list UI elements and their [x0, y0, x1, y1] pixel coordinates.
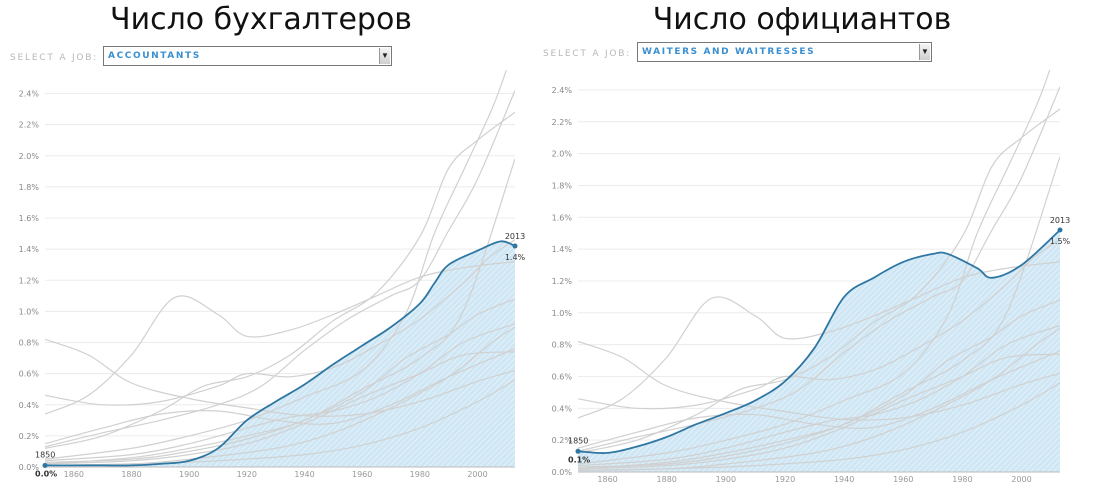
other-occupations	[578, 70, 1060, 471]
other-occupation-line	[45, 111, 515, 449]
y-tick-label: 1.8%	[19, 183, 40, 192]
highlight-line	[577, 229, 1061, 454]
x-tick-label: 2000	[1011, 475, 1031, 484]
other-occupation-line	[578, 353, 1060, 470]
y-tick-label: 2.4%	[19, 90, 40, 99]
y-tick-label: 0.6%	[552, 372, 573, 381]
y-tick-label: 0.0%	[552, 468, 573, 477]
y-tick-label: 1.2%	[552, 277, 573, 286]
y-tick-label: 1.2%	[19, 276, 40, 285]
job-select-value: WAITERS AND WAITRESSES	[642, 47, 816, 57]
accountants-panel: Число бухгалтеров SELECT A JOB: ACCOUNTA…	[5, 0, 545, 500]
x-tick-label: 1900	[179, 470, 199, 479]
x-tick-label: 1880	[121, 470, 141, 479]
x-tick-label: 1900	[716, 475, 736, 484]
x-tick-label: 1940	[834, 475, 854, 484]
select-job-label: SELECT A JOB:	[10, 53, 99, 63]
end-year-label: 2013	[1050, 216, 1070, 225]
x-tick-label: 1960	[893, 475, 913, 484]
other-occupations	[45, 70, 515, 466]
waiters-chart: 0.0% 0.2% 0.4% 0.6% 0.8% 1.0% 1.2% 1.4% 1.6% 1.8%…	[552, 70, 1071, 484]
x-tick-label: 1980	[952, 475, 972, 484]
other-occupation-line	[45, 379, 515, 466]
dropdown-arrow-icon[interactable]: ▼	[919, 44, 930, 60]
start-point	[42, 462, 48, 468]
y-tick-label: 0.0%	[19, 463, 40, 472]
other-occupation-line	[578, 324, 1060, 467]
end-year-label: 2013	[505, 232, 525, 241]
start-point	[575, 448, 581, 454]
start-year-label: 1850	[35, 450, 55, 459]
chart-title: Число официантов	[652, 2, 952, 37]
highlight-line	[45, 240, 516, 467]
y-tick-label: 2.2%	[552, 118, 573, 127]
start-value-label: 0.1%	[568, 455, 590, 464]
y-tick-label: 1.0%	[19, 307, 40, 316]
y-tick-label: 2.0%	[19, 152, 40, 161]
job-select[interactable]: WAITERS AND WAITRESSES ▼	[637, 42, 932, 62]
end-value-label: 1.4%	[505, 253, 526, 262]
other-occupation-line	[45, 323, 515, 462]
other-occupation-line	[45, 351, 515, 465]
x-tick-label: 1920	[775, 475, 795, 484]
other-occupation-line	[578, 70, 1051, 465]
chart-title: Число бухгалтеров	[110, 2, 412, 37]
x-tick-label: 1980	[410, 470, 430, 479]
job-select[interactable]: ACCOUNTANTS ▼	[103, 46, 392, 66]
other-occupation-line	[45, 70, 507, 460]
other-occupation-line	[578, 340, 1060, 421]
dropdown-arrow-icon[interactable]: ▼	[379, 48, 390, 64]
y-tick-label: 2.0%	[552, 150, 573, 159]
end-point	[1057, 227, 1063, 233]
other-occupation-line	[578, 382, 1060, 471]
y-tick-label: 1.4%	[19, 245, 40, 254]
y-tick-label: 1.6%	[552, 213, 573, 222]
x-tick-label: 2000	[467, 470, 487, 479]
y-tick-label: 1.8%	[552, 181, 573, 190]
other-occupation-line	[578, 299, 1060, 468]
y-tick-label: 2.4%	[552, 86, 573, 95]
x-tick-label: 1960	[352, 470, 372, 479]
y-tick-label: 1.0%	[552, 309, 573, 318]
other-occupation-line	[578, 239, 1060, 410]
start-year-label: 1850	[568, 436, 588, 445]
other-occupation-line	[578, 108, 1060, 454]
y-tick-label: 0.6%	[19, 370, 40, 379]
y-tick-label: 2.2%	[19, 121, 40, 130]
accountants-chart: 0.0% 0.2% 0.4% 0.6% 0.8% 1.0% 1.2% 1.4% 1.6% 1.8%…	[19, 70, 526, 479]
y-tick-label: 0.2%	[19, 432, 40, 441]
y-tick-label: 1.6%	[19, 214, 40, 223]
x-tick-label: 1860	[597, 475, 617, 484]
y-tick-label: 0.4%	[19, 401, 40, 410]
y-tick-label: 1.4%	[552, 245, 573, 254]
x-tick-label: 1860	[64, 470, 84, 479]
select-job-label: SELECT A JOB:	[543, 49, 632, 59]
waiters-panel: Число официантов SELECT A JOB: WAITERS A…	[538, 0, 1078, 500]
y-tick-label: 0.2%	[552, 436, 573, 445]
y-tick-label: 0.4%	[552, 404, 573, 413]
start-value-label: 0.0%	[35, 469, 57, 478]
other-occupation-line	[45, 239, 515, 406]
x-tick-label: 1940	[294, 470, 314, 479]
other-occupation-line	[45, 90, 515, 448]
x-tick-label: 1920	[237, 470, 257, 479]
job-select-value: ACCOUNTANTS	[108, 51, 201, 61]
y-tick-label: 0.8%	[552, 341, 573, 350]
y-tick-label: 0.8%	[19, 339, 40, 348]
end-value-label: 1.5%	[1050, 237, 1071, 246]
x-tick-label: 1880	[657, 475, 677, 484]
other-occupation-line	[45, 298, 515, 463]
end-point	[512, 243, 518, 249]
highlight-area	[45, 241, 515, 467]
other-occupation-line	[45, 338, 515, 417]
